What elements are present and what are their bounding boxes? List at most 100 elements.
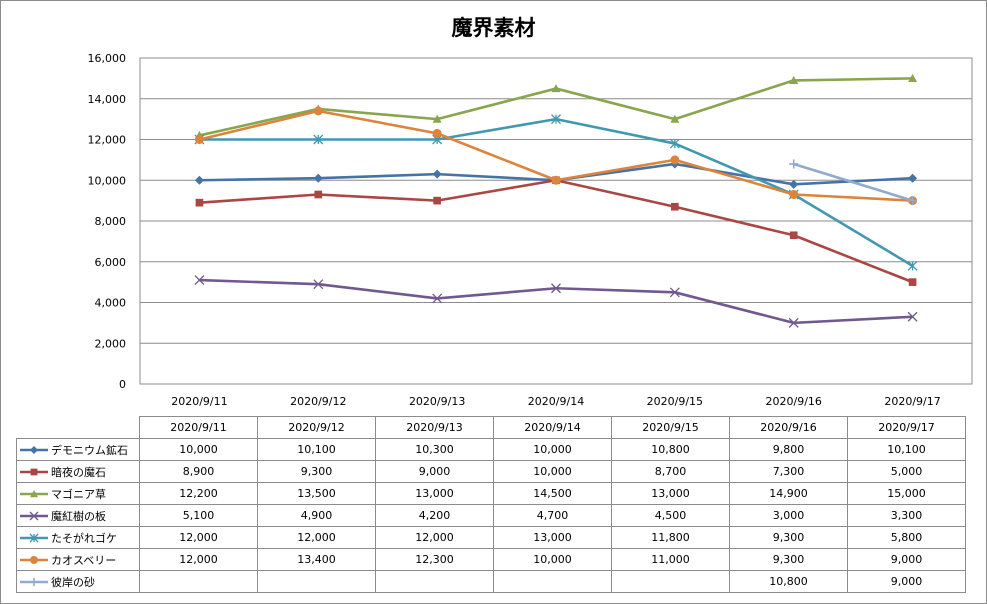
series-3 — [194, 73, 918, 140]
table-cell: 14,900 — [729, 482, 848, 505]
x-tick-label: 2020/9/11 — [171, 395, 227, 408]
table-row: 魔紅樹の板 5,100 4,900 4,200 4,700 4,500 3,000 3,300 — [16, 504, 966, 527]
table-header-cell: 2020/9/13 — [375, 416, 494, 439]
series-2 — [195, 176, 917, 286]
x-tick-label: 2020/9/13 — [409, 395, 465, 408]
data-point — [908, 196, 918, 206]
data-table: 2020/9/11 2020/9/12 2020/9/13 2020/9/14 2020… — [16, 416, 966, 593]
data-point — [194, 175, 204, 185]
series-name: 魔紅樹の板 — [51, 509, 106, 523]
table-cell: 12,200 — [139, 482, 258, 505]
data-point — [314, 190, 323, 199]
table-cell: 13,400 — [257, 548, 376, 571]
line-chart: 0 2,000 4,000 6,000 8,000 10,000 12,000 14,000 1… — [88, 52, 973, 408]
data-point — [670, 114, 680, 123]
table-header-cell: 2020/9/12 — [257, 416, 376, 439]
data-point — [789, 159, 799, 169]
table-cell: 8,700 — [611, 460, 730, 483]
table-cell: 12,000 — [257, 526, 376, 549]
series-name: カオスベリー — [51, 553, 117, 567]
data-point — [908, 173, 918, 183]
table-cell: 9,000 — [847, 548, 966, 571]
table-cell: 10,000 — [139, 438, 258, 461]
table-header-row: 2020/9/11 2020/9/12 2020/9/13 2020/9/14 2020… — [16, 416, 966, 439]
table-row: マゴニア草 12,200 13,500 13,000 14,500 13,000 14,90… — [16, 482, 966, 505]
table-cell: 10,000 — [493, 548, 612, 571]
series-5 — [194, 114, 918, 271]
table-cell — [257, 570, 376, 593]
legend-marker — [30, 577, 38, 586]
data-point — [908, 278, 917, 286]
y-tick-label: 14,000 — [88, 93, 127, 106]
legend-marker — [29, 533, 39, 542]
x-tick-label: 2020/9/12 — [290, 395, 346, 408]
series-6 — [194, 106, 918, 206]
data-point — [313, 173, 323, 183]
data-point — [669, 138, 680, 149]
series-line — [793, 162, 913, 202]
table-cell: 13,000 — [493, 526, 612, 549]
data-point — [789, 179, 799, 189]
chart-title: 魔界素材 — [451, 16, 536, 40]
data-point — [313, 106, 323, 116]
data-point — [432, 293, 443, 304]
table-cell: 4,700 — [493, 504, 612, 527]
data-point — [551, 175, 561, 185]
data-point — [789, 190, 799, 200]
table-cell: 4,900 — [257, 504, 376, 527]
table-cell: 4,200 — [375, 504, 494, 527]
table-header-cell: 2020/9/17 — [847, 416, 966, 439]
table-cell: 12,000 — [139, 548, 258, 571]
series-line — [199, 278, 913, 325]
table-cell: 3,000 — [729, 504, 848, 527]
table-cell: 3,300 — [847, 504, 966, 527]
data-point — [907, 260, 918, 271]
table-row: デモニウム鉱石 10,000 10,100 10,300 10,000 10,800 9,8… — [16, 438, 966, 461]
table-row: 彼岸の砂 10,800 9,000 — [16, 570, 966, 593]
legend-key — [20, 533, 48, 542]
series-name: 暗夜の魔石 — [51, 465, 106, 479]
data-point — [671, 202, 679, 211]
table-cell: 9,300 — [729, 548, 848, 571]
table-cell — [611, 570, 730, 593]
table-row: たそがれゴケ 12,000 12,000 12,000 13,000 11,800 9,30… — [16, 526, 966, 549]
legend-key — [20, 511, 48, 520]
series-line — [199, 117, 914, 267]
y-tick-label: 4,000 — [95, 297, 127, 310]
table-cell: 10,800 — [729, 570, 848, 593]
table-cell — [493, 570, 612, 593]
table-cell: 13,000 — [611, 482, 730, 505]
legend-marker — [30, 555, 38, 564]
data-point — [432, 114, 442, 123]
table-cell: 10,100 — [257, 438, 376, 461]
legend-key — [20, 489, 48, 497]
data-point — [907, 311, 918, 322]
table-cell: 5,800 — [847, 526, 966, 549]
legend-marker — [29, 511, 39, 520]
legend-cell: 魔紅樹の板 — [16, 504, 140, 527]
legend-cell: 暗夜の魔石 — [16, 460, 140, 483]
data-point — [432, 169, 442, 179]
legend-marker — [30, 468, 38, 475]
table-header-cell: 2020/9/14 — [493, 416, 612, 439]
y-tick-label: 12,000 — [88, 134, 127, 147]
table-header-cell: 2020/9/16 — [729, 416, 848, 439]
table-row: 暗夜の魔石 8,900 9,300 9,000 10,000 8,700 7,300 5,00… — [16, 460, 966, 483]
y-tick-label: 10,000 — [88, 174, 127, 187]
data-point — [670, 155, 680, 165]
data-point — [669, 287, 680, 298]
table-cell: 10,000 — [493, 460, 612, 483]
table-cell: 9,000 — [375, 460, 494, 483]
table-cell: 9,300 — [729, 526, 848, 549]
y-tick-label: 0 — [119, 378, 126, 391]
series-name: たそがれゴケ — [51, 531, 117, 545]
data-point — [432, 128, 442, 138]
data-point — [194, 275, 205, 286]
legend-cell: たそがれゴケ — [16, 526, 140, 549]
y-tick-label: 2,000 — [95, 337, 127, 350]
data-point — [313, 279, 324, 290]
table-cell: 13,000 — [375, 482, 494, 505]
table-cell: 11,000 — [611, 548, 730, 571]
legend-cell: デモニウム鉱石 — [16, 438, 140, 461]
series-4 — [194, 275, 918, 328]
